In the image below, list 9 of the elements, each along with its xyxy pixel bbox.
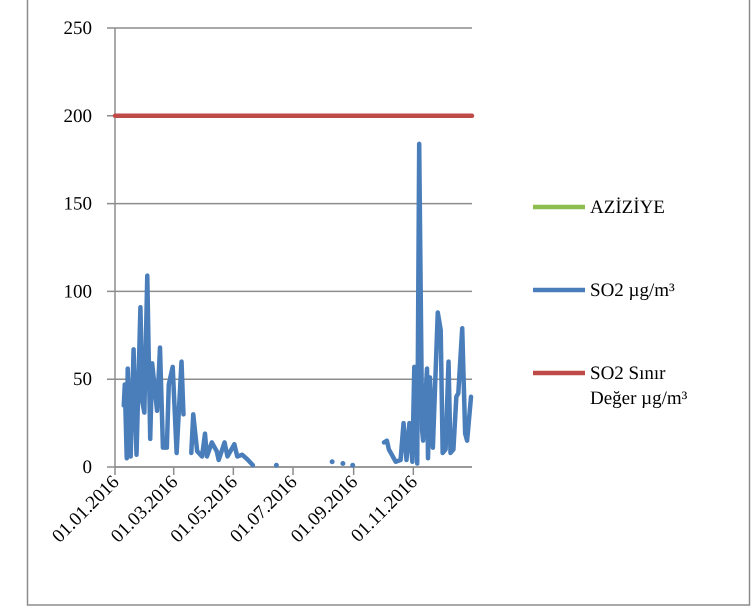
y-tick-label: 50 xyxy=(73,369,92,390)
y-tick-label: 200 xyxy=(64,106,92,127)
y-tick-label: 150 xyxy=(64,194,92,215)
legend-label: SO2 Sınır Değer µg/m³ xyxy=(590,363,688,409)
y-tick-label: 250 xyxy=(64,18,92,39)
y-tick-label: 0 xyxy=(82,457,92,478)
y-tick-label: 100 xyxy=(64,281,92,302)
legend-label: AZİZİYE xyxy=(590,197,665,218)
legend-label: SO2 µg/m³ xyxy=(590,280,676,301)
